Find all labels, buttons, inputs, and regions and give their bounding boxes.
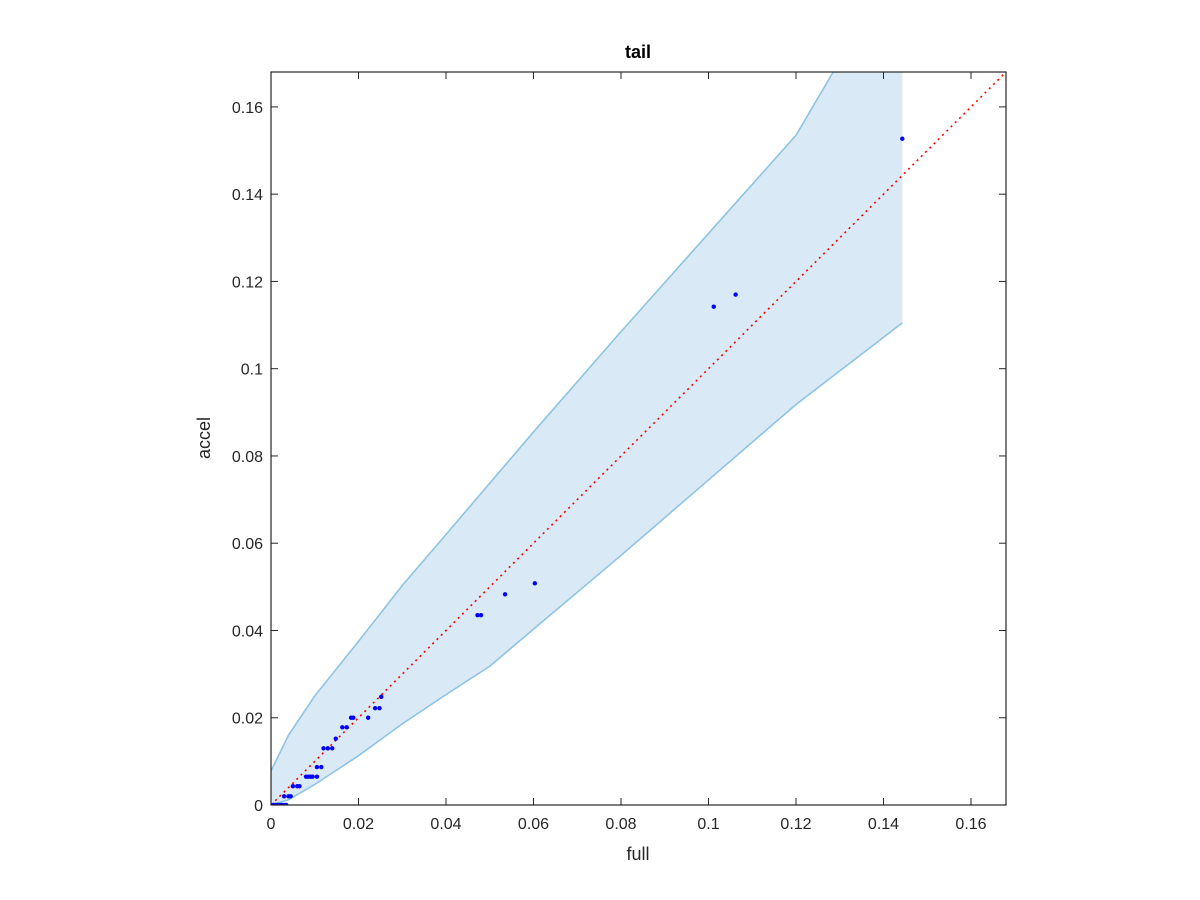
data-point bbox=[297, 784, 302, 789]
y-tick-label: 0 bbox=[254, 798, 263, 815]
reference-line bbox=[271, 72, 1006, 805]
data-point bbox=[314, 764, 320, 770]
y-tick-label: 0.08 bbox=[232, 449, 263, 466]
x-axis-label: full bbox=[626, 844, 649, 864]
data-point bbox=[333, 736, 338, 741]
x-tick-label: 0.08 bbox=[605, 816, 636, 833]
data-point bbox=[325, 746, 331, 751]
chart-title: tail bbox=[625, 42, 651, 62]
reference-diagonal bbox=[271, 72, 1006, 805]
x-tick-label: 0.04 bbox=[430, 816, 461, 833]
x-tick-label: 0.14 bbox=[868, 816, 899, 833]
confidence-band bbox=[271, 72, 903, 805]
x-tick-label: 0.16 bbox=[955, 816, 986, 833]
data-point bbox=[330, 746, 335, 751]
plot-area-frame bbox=[270, 71, 1007, 806]
x-tick-label: 0.06 bbox=[518, 816, 549, 833]
data-point bbox=[281, 794, 287, 799]
data-point bbox=[351, 715, 356, 720]
data-point bbox=[340, 725, 345, 730]
x-tick-label: 0.12 bbox=[780, 816, 811, 833]
data-point bbox=[478, 613, 484, 618]
y-tick-label: 0.14 bbox=[232, 187, 263, 204]
y-tick-label: 0.1 bbox=[241, 362, 263, 379]
y-tick-label: 0.12 bbox=[232, 274, 263, 291]
band-lower-edge bbox=[271, 322, 903, 805]
data-point bbox=[379, 694, 384, 699]
data-point bbox=[365, 715, 371, 720]
data-point bbox=[290, 784, 296, 789]
axis-ticks: 0 0.02 0.04 0.06 0.08 0.1 0.12 0.14 0.16 0 0.02 0.0… bbox=[232, 72, 1006, 833]
data-point bbox=[319, 764, 324, 770]
data-point bbox=[377, 705, 382, 711]
data-point bbox=[321, 746, 326, 751]
data-point bbox=[314, 774, 320, 779]
data-point bbox=[372, 705, 378, 711]
data-point bbox=[532, 581, 538, 586]
y-tick-label: 0.04 bbox=[232, 623, 263, 640]
data-point bbox=[475, 613, 480, 618]
y-tick-label: 0.06 bbox=[232, 536, 263, 553]
data-point bbox=[900, 136, 905, 141]
data-point bbox=[502, 592, 508, 597]
data-point bbox=[344, 725, 349, 730]
data-point bbox=[733, 292, 738, 297]
band-fill bbox=[271, 72, 903, 805]
y-tick-label: 0.02 bbox=[232, 711, 263, 728]
y-tick-label: 0.16 bbox=[232, 100, 263, 117]
x-tick-label: 0.1 bbox=[697, 816, 719, 833]
band-upper-edge bbox=[271, 72, 834, 772]
x-tick-label: 0.02 bbox=[343, 816, 374, 833]
data-point bbox=[310, 774, 315, 779]
data-point bbox=[711, 304, 716, 309]
y-axis-label: accel bbox=[194, 417, 214, 459]
data-point bbox=[288, 794, 293, 799]
x-tick-label: 0 bbox=[267, 816, 276, 833]
